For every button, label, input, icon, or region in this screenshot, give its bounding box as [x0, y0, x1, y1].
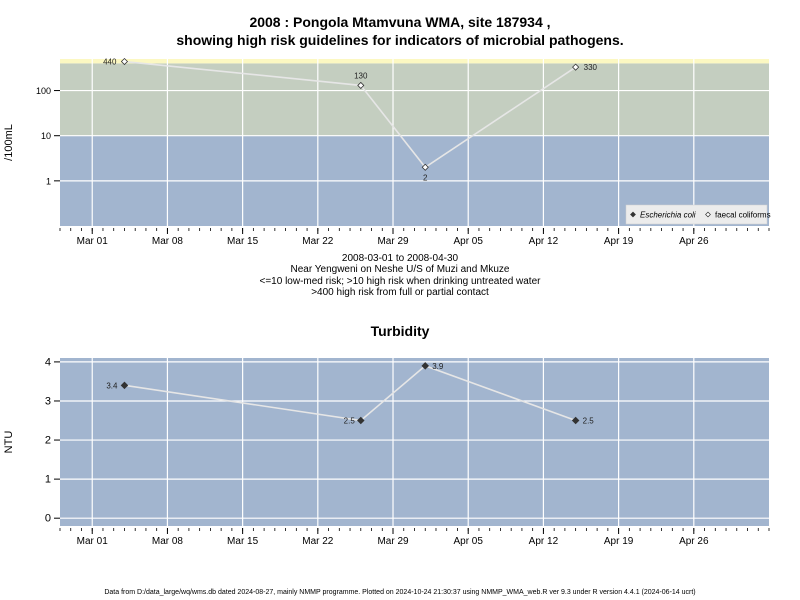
- data-point: [421, 362, 430, 370]
- data-label: 330: [584, 63, 598, 72]
- data-label: 440: [103, 58, 117, 67]
- y-tick-label: 1: [45, 474, 51, 486]
- x-tick-label: Apr 12: [529, 536, 559, 547]
- x-tick-label: Apr 19: [604, 236, 634, 247]
- legend-marker: [705, 211, 711, 218]
- data-label: 3.9: [432, 362, 444, 371]
- legend-box: [625, 204, 768, 225]
- footer-note: Data from D:/data_large/wq/wms.db dated …: [104, 589, 696, 596]
- x-tick-label: Mar 01: [77, 236, 109, 247]
- data-point: [120, 57, 129, 66]
- risk-note-line1: <=10 low-med risk; >10 high risk when dr…: [259, 276, 541, 287]
- date-range-text: 2008-03-01 to 2008-04-30: [341, 253, 459, 264]
- y-tick-label: 3: [45, 395, 51, 407]
- x-tick-label: Apr 05: [453, 536, 483, 547]
- x-tick-label: Mar 01: [77, 536, 109, 547]
- risk-note-line2: >400 high risk from full or partial cont…: [311, 287, 489, 298]
- x-tick-label: Apr 26: [679, 536, 709, 547]
- x-tick-label: Mar 29: [377, 236, 409, 247]
- data-point: [120, 381, 129, 390]
- risk-band-2: [60, 59, 769, 64]
- data-point: [421, 163, 429, 171]
- y-tick-label: 10: [41, 131, 51, 141]
- data-label: 3.4: [106, 381, 118, 390]
- x-tick-label: Apr 12: [529, 236, 559, 247]
- data-point: [571, 416, 580, 425]
- x-tick-label: Mar 22: [302, 536, 334, 547]
- x-tick-label: Mar 15: [227, 236, 259, 247]
- x-tick-label: Mar 22: [302, 236, 334, 247]
- legend-label: faecal coliforms: [715, 211, 771, 220]
- plot-background-1: [60, 358, 769, 526]
- y-tick-label: 0: [45, 513, 51, 525]
- turbidity-title: Turbidity: [370, 323, 430, 339]
- x-tick-label: Mar 29: [377, 536, 409, 547]
- chart-title-line1: 2008 : Pongola Mtamvuna WMA, site 187934…: [249, 14, 551, 30]
- series-line-0-0: [124, 60, 577, 169]
- data-label: 2.5: [344, 417, 356, 426]
- x-tick-label: Mar 08: [152, 536, 184, 547]
- y-tick-label: 4: [45, 356, 51, 368]
- legend-label: Escherichia coli: [640, 211, 696, 220]
- data-point: [357, 81, 365, 89]
- y-tick-label: 100: [36, 86, 51, 96]
- x-tick-label: Apr 05: [453, 236, 483, 247]
- y-tick-label: 1: [46, 176, 51, 186]
- data-label: 130: [354, 71, 368, 80]
- chart-title-line2: showing high risk guidelines for indicat…: [176, 32, 624, 48]
- x-tick-label: Mar 08: [152, 236, 184, 247]
- x-tick-label: Apr 26: [679, 236, 709, 247]
- y-axis-label-0: /100mL: [3, 124, 15, 161]
- data-point: [357, 416, 365, 425]
- legend-marker: [630, 211, 636, 218]
- y-axis-label-1: NTU: [3, 431, 15, 454]
- risk-band-1: [60, 63, 769, 136]
- data-label: 2.5: [583, 417, 595, 426]
- y-tick-label: 2: [45, 435, 51, 447]
- x-tick-label: Apr 19: [604, 536, 634, 547]
- data-label: 2: [423, 173, 428, 182]
- location-text: Near Yengweni on Neshe U/S of Muzi and M…: [290, 264, 510, 275]
- series-line-1-0: [124, 364, 576, 422]
- data-point: [572, 63, 580, 71]
- x-tick-label: Mar 15: [227, 536, 259, 547]
